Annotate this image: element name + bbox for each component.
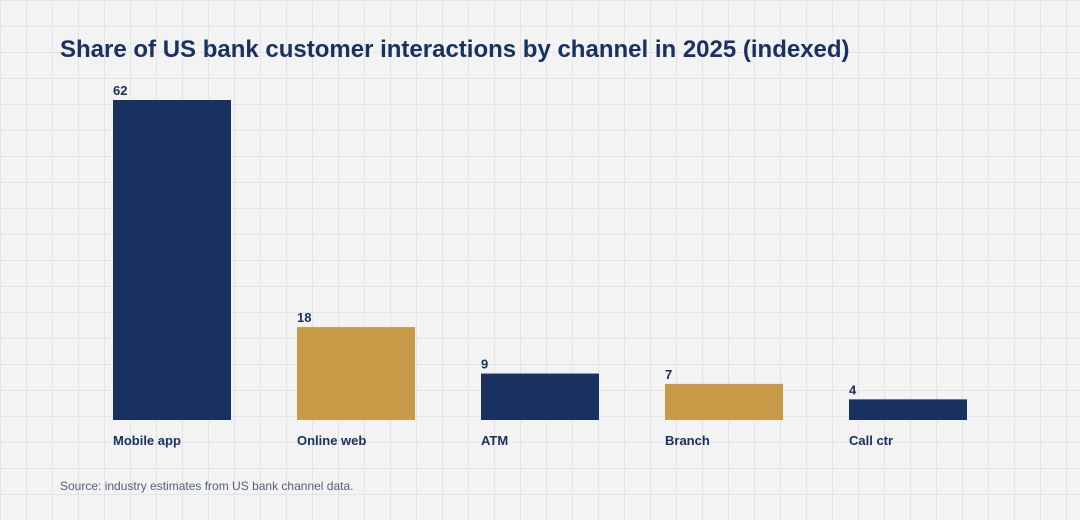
source-note: Source: industry estimates from US bank … bbox=[60, 479, 354, 493]
category-label-online-web: Online web bbox=[297, 433, 366, 448]
bar-online-web bbox=[297, 327, 415, 420]
value-label-atm: 9 bbox=[481, 357, 488, 372]
category-label-atm: ATM bbox=[481, 433, 508, 448]
value-label-call-ctr: 4 bbox=[849, 382, 857, 397]
chart-title: Share of US bank customer interactions b… bbox=[60, 36, 850, 63]
value-label-online-web: 18 bbox=[297, 310, 311, 325]
value-label-branch: 7 bbox=[665, 367, 672, 382]
value-label-mobile-app: 62 bbox=[113, 83, 127, 98]
bar-mobile-app bbox=[113, 100, 231, 420]
bar-atm bbox=[481, 373, 599, 420]
category-label-mobile-app: Mobile app bbox=[113, 433, 181, 448]
category-label-call-ctr: Call ctr bbox=[849, 433, 893, 448]
bar-call-ctr bbox=[849, 399, 967, 420]
category-label-branch: Branch bbox=[665, 433, 710, 448]
bar-branch bbox=[665, 383, 783, 420]
